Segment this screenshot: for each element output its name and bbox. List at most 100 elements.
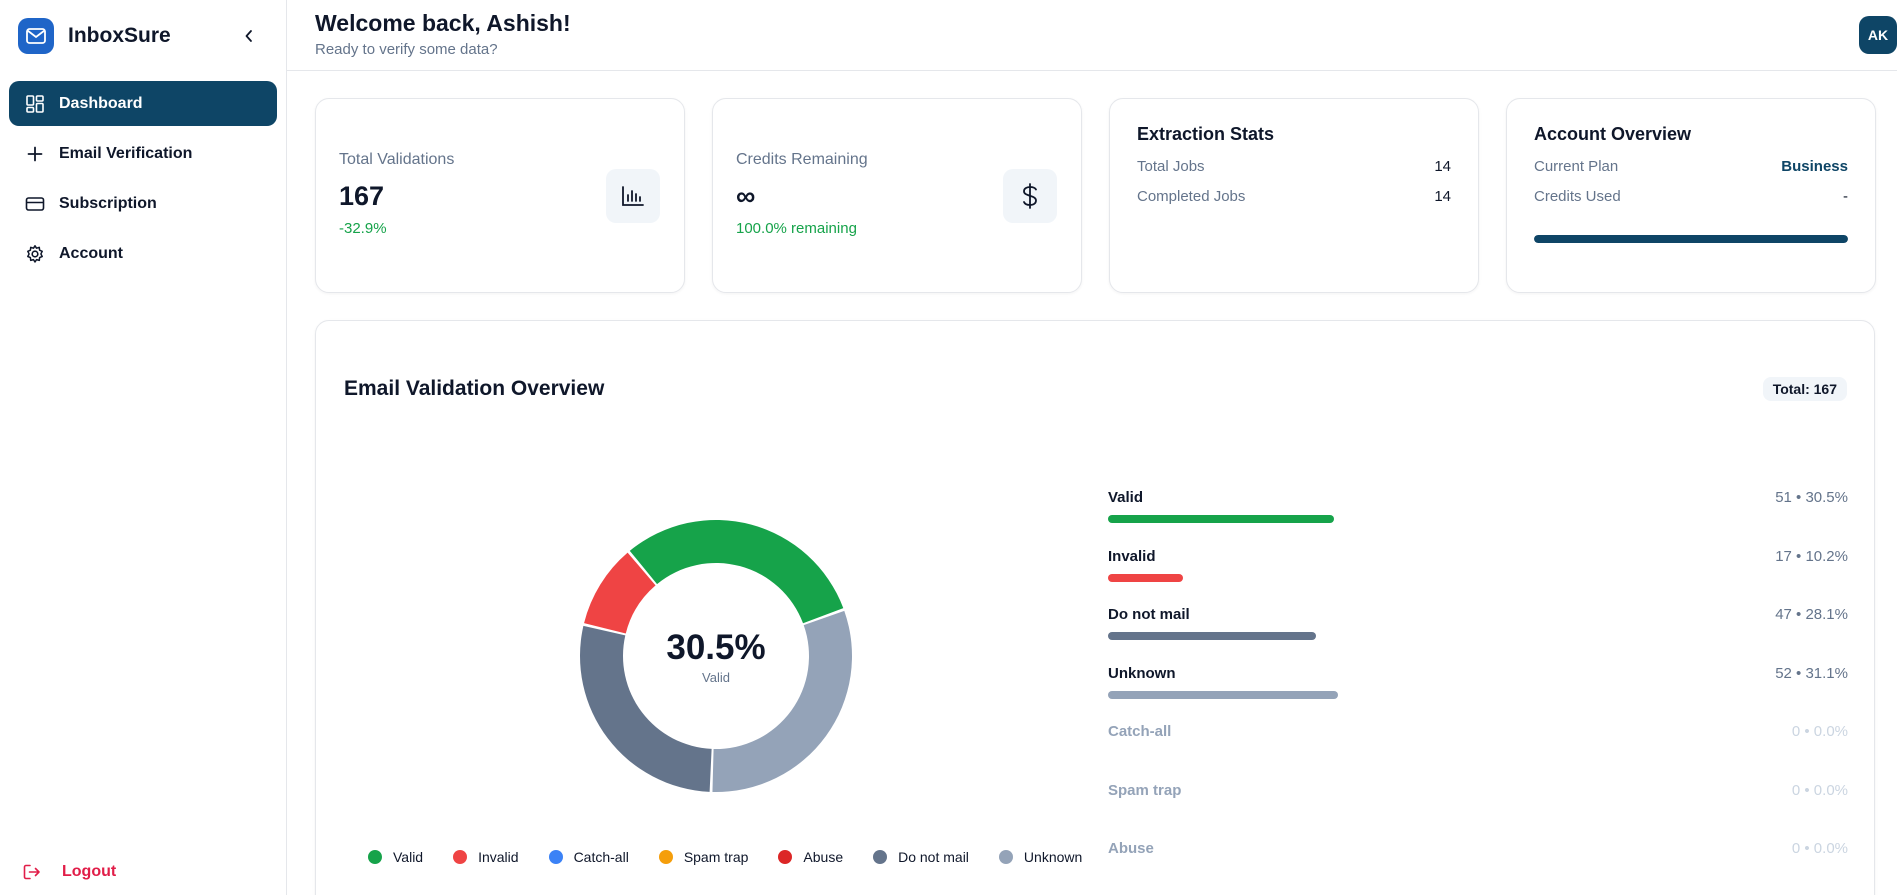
welcome-heading: Welcome back, Ashish!: [315, 10, 571, 36]
logout-button[interactable]: Logout: [23, 859, 116, 885]
info-label: Credits Used: [1534, 188, 1621, 205]
info-label: Completed Jobs: [1137, 188, 1246, 205]
breakdown-row: Invalid 17 • 10.2%: [1108, 548, 1848, 607]
breakdown-stat: 52 • 31.1%: [1775, 664, 1848, 682]
info-value: 14: [1434, 158, 1451, 175]
email-validation-overview: Email Validation Overview Total: 167 30.…: [315, 320, 1875, 895]
donut-slice-invalid[interactable]: [584, 552, 656, 634]
breakdown-stat: 47 • 28.1%: [1775, 606, 1848, 623]
collapse-sidebar-button[interactable]: [238, 25, 260, 47]
overview-title: Email Validation Overview: [344, 377, 605, 400]
legend-item[interactable]: Abuse: [778, 849, 843, 865]
legend-dot: [778, 850, 793, 864]
legend-item[interactable]: Spam trap: [658, 849, 749, 865]
chart-legend: Valid Invalid Catch-all Spam trap Abuse Do no…: [368, 849, 1112, 865]
breakdown-bar: [1108, 690, 1338, 699]
dashboard-icon: [25, 94, 45, 114]
credits-used-value: -: [1843, 188, 1848, 205]
info-label: Total Jobs: [1137, 158, 1205, 175]
breakdown-label: Abuse: [1108, 840, 1154, 857]
breakdown-row: Spam trap 0 • 0.0%: [1108, 782, 1848, 841]
breakdown-bar: [1108, 573, 1184, 582]
logout-label: Logout: [62, 863, 117, 880]
validation-breakdown: Valid 51 • 30.5% Invalid 17 • 10.2% Do not m…: [1108, 489, 1848, 895]
stat-change: -32.9%: [339, 220, 387, 237]
sidebar-item-subscription[interactable]: Subscription: [9, 181, 277, 226]
plan-value: Business: [1781, 158, 1848, 175]
bar-chart-icon: [606, 169, 660, 223]
welcome-subtitle: Ready to verify some data?: [315, 41, 498, 58]
main-content: Welcome back, Ashish! Ready to verify so…: [287, 0, 1897, 895]
stat-value: ∞: [736, 181, 756, 211]
donut-slice-valid[interactable]: [629, 520, 844, 624]
breakdown-label: Invalid: [1108, 547, 1156, 565]
donut-center: 30.5% Valid: [576, 516, 856, 796]
credits-remaining-card: Credits Remaining ∞ 100.0% remaining: [712, 98, 1082, 293]
legend-dot: [873, 850, 888, 864]
legend-item[interactable]: Do not mail: [873, 849, 969, 865]
legend-item[interactable]: Unknown: [998, 849, 1083, 865]
card-title: Account Overview: [1534, 124, 1692, 144]
legend-item[interactable]: Invalid: [453, 849, 519, 865]
sidebar: InboxSure Dashboard Email Verification: [0, 0, 287, 895]
sidebar-item-account[interactable]: Account: [9, 231, 277, 276]
legend-label: Spam trap: [683, 849, 749, 865]
stat-label: Credits Remaining: [736, 151, 868, 168]
breakdown-row: Valid 51 • 30.5%: [1108, 489, 1848, 548]
sidebar-item-dashboard[interactable]: Dashboard: [9, 81, 277, 126]
sidebar-item-label: Subscription: [59, 194, 157, 212]
brand: InboxSure: [0, 0, 286, 72]
legend-label: Unknown: [1023, 849, 1083, 865]
mail-logo-icon: [18, 18, 54, 54]
legend-label: Valid: [393, 849, 424, 865]
donut-center-value: 30.5%: [666, 627, 766, 667]
legend-label: Abuse: [803, 849, 844, 865]
progress-fill: [1534, 235, 1848, 243]
donut-svg: [580, 520, 852, 792]
breakdown-stat: 0 • 0.0%: [1791, 781, 1848, 799]
breakdown-label: Catch-all: [1108, 723, 1172, 740]
legend-label: Do not mail: [898, 849, 969, 865]
breakdown-label: Unknown: [1108, 664, 1176, 682]
legend-item[interactable]: Valid: [368, 849, 423, 865]
brand-name: InboxSure: [68, 24, 171, 47]
stat-label: Total Validations: [339, 151, 455, 168]
breakdown-row: Abuse 0 • 0.0%: [1108, 840, 1848, 895]
breakdown-label: Valid: [1108, 489, 1144, 506]
legend-dot: [453, 850, 468, 864]
donut-chart: 30.5% Valid: [576, 516, 856, 796]
sidebar-item-email-verification[interactable]: Email Verification: [9, 131, 277, 176]
breakdown-row: Do not mail 47 • 28.1%: [1108, 606, 1848, 665]
extraction-stats-card: Extraction Stats Total Jobs 14 Completed…: [1109, 98, 1479, 293]
breakdown-bar: [1108, 515, 1334, 523]
info-row: Current Plan Business: [1534, 158, 1848, 175]
info-row: Credits Used -: [1534, 188, 1848, 205]
legend-item[interactable]: Catch-all: [548, 849, 629, 865]
sidebar-item-label: Email Verification: [59, 144, 193, 162]
breakdown-label: Do not mail: [1108, 606, 1190, 623]
donut-slice-do-not-mail[interactable]: [580, 625, 712, 792]
dollar-icon: [1003, 169, 1057, 223]
legend-dot: [368, 850, 382, 864]
legend-label: Invalid: [478, 849, 519, 865]
plus-icon: [25, 144, 45, 164]
stat-value: 167: [339, 181, 385, 211]
info-value: 14: [1434, 188, 1451, 205]
credits-progress-bar: [1534, 235, 1848, 243]
stat-change: 100.0% remaining: [736, 220, 857, 237]
breakdown-stat: 51 • 30.5%: [1775, 489, 1848, 506]
breakdown-row: Catch-all 0 • 0.0%: [1108, 723, 1848, 782]
card-title: Extraction Stats: [1137, 124, 1275, 144]
legend-dot: [548, 850, 563, 864]
credit-card-icon: [25, 194, 45, 214]
breakdown-stat: 0 • 0.0%: [1791, 840, 1848, 857]
logout-icon: [23, 864, 41, 880]
account-overview-card: Account Overview Current Plan Business C…: [1506, 98, 1876, 293]
avatar[interactable]: AK: [1859, 16, 1897, 54]
legend-label: Catch-all: [573, 849, 629, 865]
info-label: Current Plan: [1534, 158, 1619, 175]
sidebar-item-label: Dashboard: [59, 94, 143, 112]
sidebar-item-label: Account: [59, 244, 123, 262]
donut-slice-unknown[interactable]: [712, 610, 852, 792]
sidebar-nav: Dashboard Email Verification Subscriptio…: [0, 72, 286, 276]
